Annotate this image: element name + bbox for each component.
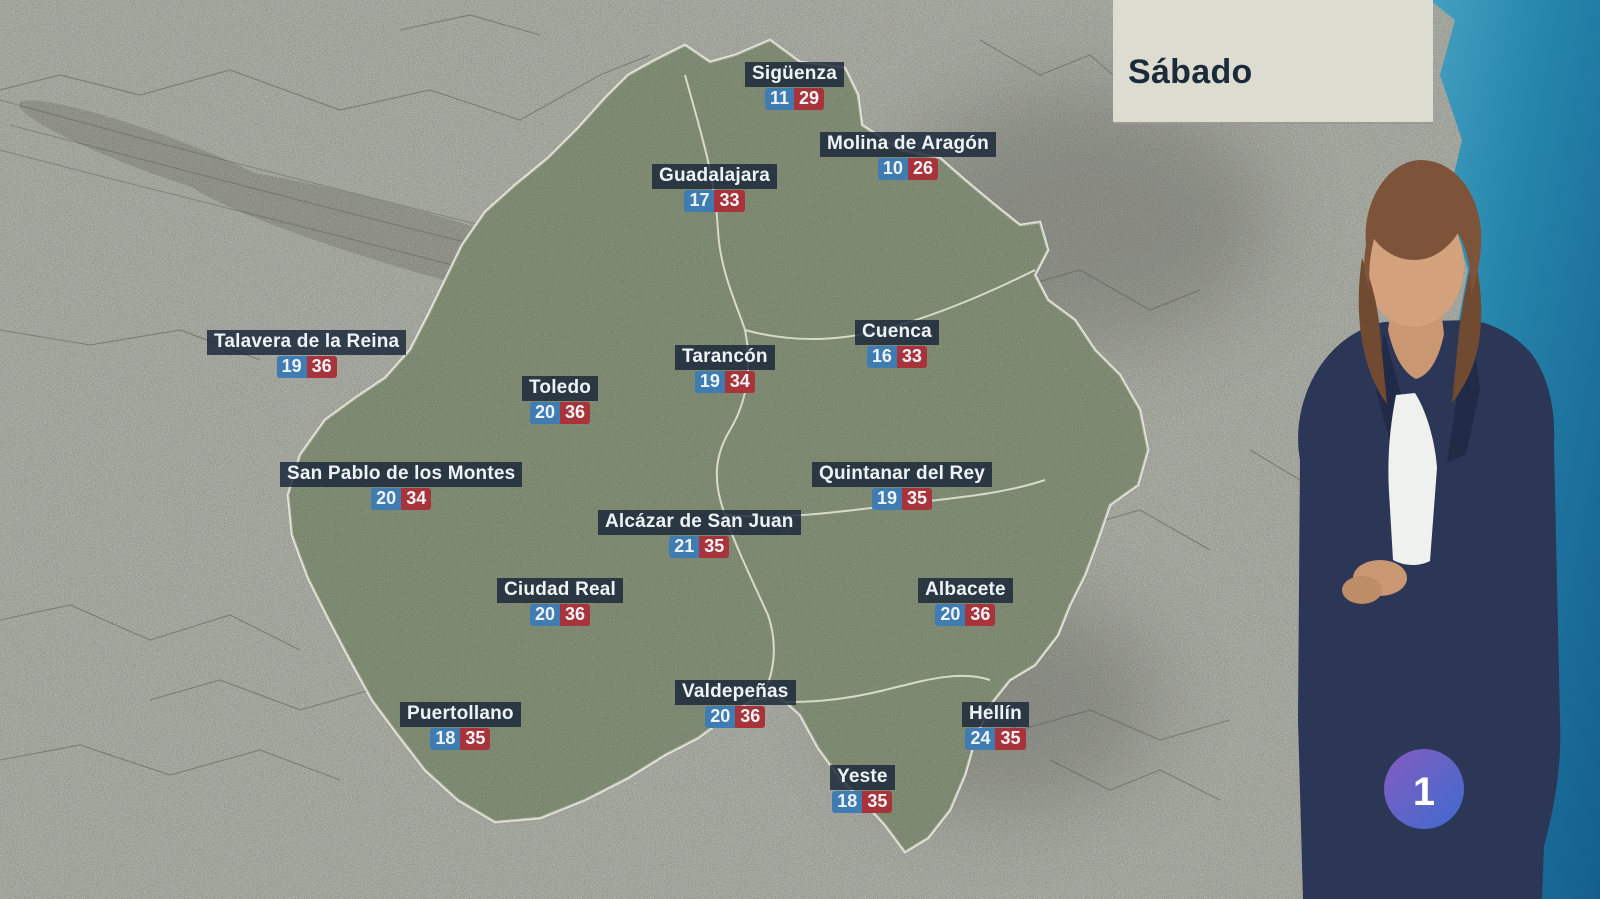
svg-text:1: 1 — [1413, 770, 1435, 814]
